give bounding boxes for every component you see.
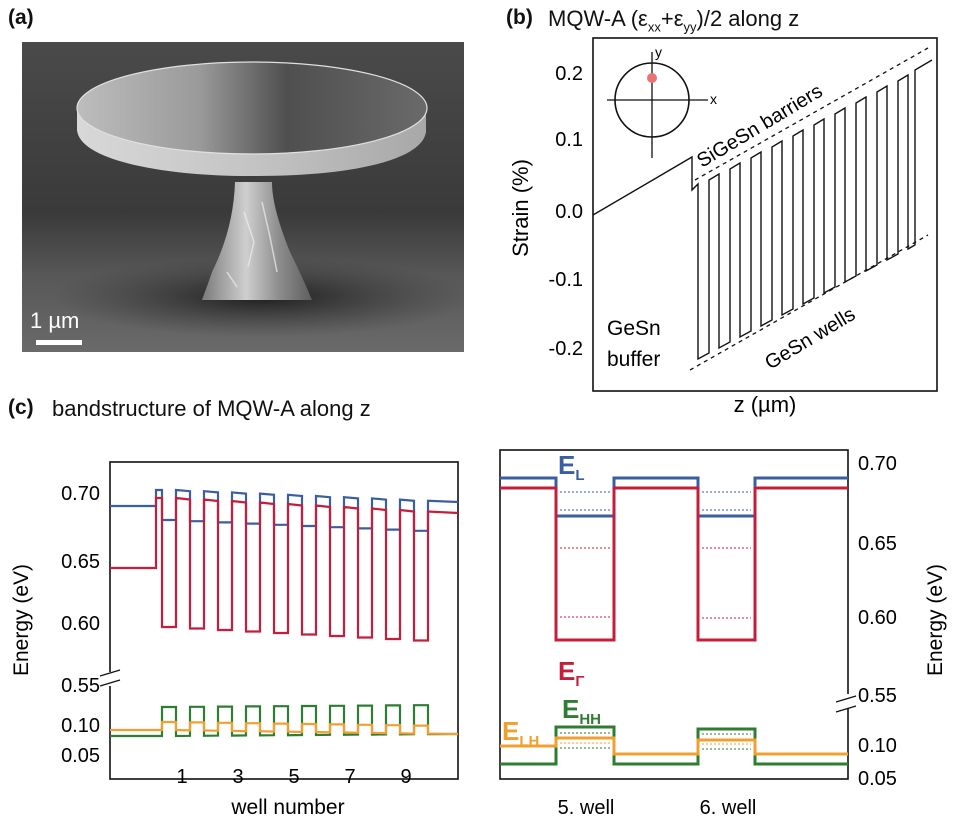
strain-ytick: -0.2 bbox=[549, 338, 583, 360]
left-xlabel: well number bbox=[230, 796, 344, 819]
left-xtick: 5 bbox=[288, 766, 299, 788]
right-EL-band bbox=[500, 476, 848, 518]
strain-curve bbox=[592, 59, 933, 361]
right-ytick: 0.05 bbox=[858, 768, 897, 790]
panel-c-title: bandstructure of MQW-A along z bbox=[52, 396, 371, 421]
band-plot-right: 0.70 0.65 0.60 0.55 0.10 0.05 Energy (eV… bbox=[499, 449, 947, 819]
annotation-buffer-1: GeSn bbox=[607, 317, 661, 340]
inset-x-label: x bbox=[710, 91, 717, 107]
left-ytick: 0.55 bbox=[61, 675, 100, 697]
left-xtick: 1 bbox=[176, 766, 187, 788]
right-ytick: 0.65 bbox=[858, 533, 897, 555]
left-EHH-band bbox=[110, 704, 459, 738]
right-ELH-band bbox=[500, 736, 848, 756]
left-ytick: 0.70 bbox=[61, 483, 100, 505]
right-ytick: 0.55 bbox=[858, 685, 897, 707]
inset-dot bbox=[647, 73, 657, 83]
strain-plot: Strain (%) 0.2 0.1 0.0 -0.1 -0.2 SiGeSn … bbox=[508, 37, 938, 417]
left-ELH-band bbox=[110, 720, 459, 736]
left-ytick: 0.60 bbox=[61, 613, 100, 635]
legend-EHH: EHH bbox=[562, 694, 601, 728]
strain-ylabel: Strain (%) bbox=[508, 159, 533, 257]
left-xtick: 9 bbox=[400, 766, 411, 788]
left-ytick: 0.65 bbox=[61, 551, 100, 573]
right-xtick: 5. well bbox=[558, 797, 615, 819]
left-EG-band bbox=[110, 496, 459, 642]
inset-y-label: y bbox=[655, 44, 662, 60]
sem-micrograph: 1 µm bbox=[22, 42, 464, 352]
left-xtick: 7 bbox=[344, 766, 355, 788]
panel-b-title: MQW-A (εxx+εyy)/2 along z bbox=[548, 6, 800, 35]
left-ytick: 0.10 bbox=[61, 715, 100, 737]
left-ytick: 0.05 bbox=[61, 745, 100, 767]
right-ylabel: Energy (eV) bbox=[924, 564, 947, 676]
strain-ytick: 0.2 bbox=[555, 63, 583, 85]
panel-a-label: (a) bbox=[8, 6, 34, 29]
right-ytick: 0.10 bbox=[858, 735, 897, 757]
strain-xlabel: z (µm) bbox=[734, 392, 797, 417]
legend-EG: EΓ bbox=[558, 656, 584, 690]
panel-c-label: (c) bbox=[8, 396, 34, 419]
legend-ELH: ELH bbox=[502, 716, 539, 750]
right-xtick: 6. well bbox=[700, 797, 757, 819]
strain-ytick: 0.0 bbox=[555, 201, 583, 223]
annotation-buffer-2: buffer bbox=[607, 348, 660, 371]
panel-b-label: (b) bbox=[506, 6, 533, 29]
legend-EL: EL bbox=[558, 450, 585, 484]
band-plot-left: Energy (eV) 0.70 0.65 0.60 0.55 0.10 0.0… bbox=[10, 461, 459, 819]
strain-ytick: -0.1 bbox=[549, 269, 583, 291]
annotation-wells: GeSn wells bbox=[761, 303, 859, 374]
inset-axes: x y bbox=[607, 44, 717, 158]
left-xtick: 3 bbox=[232, 766, 243, 788]
right-EG-band bbox=[500, 486, 848, 642]
left-ylabel: Energy (eV) bbox=[10, 564, 33, 676]
right-ytick: 0.60 bbox=[858, 607, 897, 629]
strain-ytick: 0.1 bbox=[555, 129, 583, 151]
scalebar-label: 1 µm bbox=[30, 308, 79, 333]
right-ytick: 0.70 bbox=[858, 453, 897, 475]
